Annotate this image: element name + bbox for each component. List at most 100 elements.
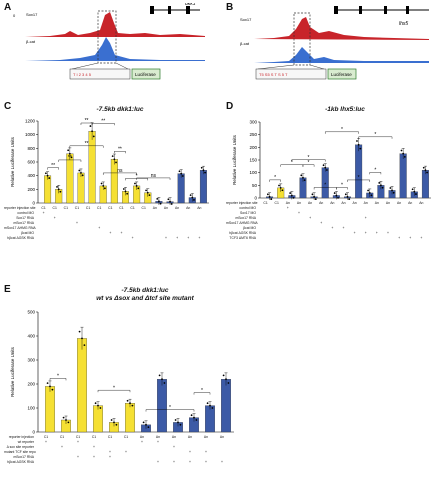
data-point	[102, 185, 105, 187]
track1-label: Sox17	[26, 12, 38, 17]
data-point	[389, 187, 392, 189]
table-cell: +	[375, 231, 378, 235]
gene-label: lhx5	[399, 21, 408, 27]
table-cell: C1	[274, 201, 279, 205]
data-point	[300, 174, 303, 177]
data-point	[62, 416, 65, 419]
table-row: mSox17 ΔHMG RNA +	[226, 221, 427, 226]
gene-exon	[150, 6, 154, 14]
y-tick-label: 100	[27, 406, 35, 411]
sig-label: *	[341, 183, 343, 189]
data-point	[89, 125, 92, 127]
table-cell: C1	[74, 206, 80, 210]
sig-label: **	[51, 163, 55, 169]
y-tick-label: 400	[27, 173, 35, 178]
data-point	[137, 187, 140, 190]
data-point	[289, 192, 292, 194]
chart-c: 0 200 400 600 800 1000 1200 Relative Luciferase…	[10, 118, 209, 205]
data-point	[142, 421, 145, 424]
table-cell: +	[131, 236, 134, 240]
table-cell: +	[109, 231, 112, 235]
sig-label: **	[68, 155, 72, 161]
table-cell: +	[125, 450, 127, 454]
data-point	[346, 195, 349, 198]
data-point	[126, 192, 129, 195]
bar	[77, 172, 85, 204]
y-tick-label: 200	[27, 187, 35, 192]
data-point	[413, 190, 416, 193]
table-cell: +	[386, 231, 389, 235]
bar	[45, 386, 55, 433]
luciferase-label: Luciferase	[135, 72, 156, 77]
y-tick-label: 600	[27, 160, 35, 165]
panel-a-tracks: dkk1 0 Sox17 β-cat T I 2 3 4 5 Luciferas…	[13, 3, 205, 80]
data-point	[104, 187, 106, 190]
table-cell: +	[198, 236, 201, 240]
panel-e-letter: E	[4, 284, 11, 295]
table-cell: C1	[141, 206, 146, 210]
table-row: hβcat ΔGSK RNA + + + + +	[4, 460, 230, 465]
data-point	[131, 404, 134, 407]
data-point	[115, 161, 117, 164]
table-cell: +	[176, 236, 179, 240]
table-row: Sox17 RNA +	[4, 216, 205, 221]
row-label: control MO	[17, 211, 34, 215]
data-point	[403, 155, 406, 158]
data-point	[391, 189, 393, 192]
data-point	[124, 190, 127, 193]
table-cell: +	[331, 226, 334, 230]
row-label: control MO	[239, 206, 256, 210]
y-tick-label: 1200	[25, 119, 36, 124]
table-row: mutant TCF site reporter + + + +	[4, 450, 230, 455]
table-cell: An	[419, 201, 424, 205]
data-point	[111, 155, 114, 158]
data-point	[381, 186, 384, 189]
bar	[44, 175, 52, 204]
row-label: mSox17 RNA	[13, 221, 34, 225]
data-point	[51, 388, 54, 391]
data-point	[266, 193, 269, 196]
data-point	[292, 196, 295, 199]
region-highlight	[97, 10, 117, 64]
data-point	[46, 382, 49, 385]
table-cell: C1	[123, 435, 129, 439]
track1-label: Sox17	[240, 17, 252, 22]
table-cell: +	[45, 440, 47, 444]
data-point	[324, 166, 327, 169]
table-cell: +	[93, 445, 95, 449]
data-point	[78, 169, 81, 172]
table-e: reporter injection C1 C1 C1 C1 C1 C1 An An An An An…	[4, 435, 230, 465]
row-label: reporter injection	[8, 435, 34, 439]
table-cell: An	[171, 435, 177, 439]
data-point	[359, 147, 362, 150]
table-cell: +	[53, 216, 56, 220]
sig-label: *	[113, 385, 115, 391]
table-cell: +	[286, 206, 289, 210]
data-point	[46, 174, 49, 177]
data-point	[314, 198, 317, 200]
sig-label: *	[308, 160, 310, 166]
sig-label: **	[118, 146, 122, 152]
data-point	[402, 152, 405, 155]
table-cell: +	[205, 450, 207, 454]
data-point	[145, 189, 147, 192]
reporter-sites: T5 S5 S T S 5 T	[259, 72, 288, 77]
table-cell: C1	[91, 435, 97, 439]
luciferase-box	[131, 68, 161, 80]
bar	[421, 169, 429, 199]
data-point	[67, 149, 70, 152]
y-tick-label: 0	[254, 196, 257, 201]
table-row: βcat MO + +	[226, 226, 427, 231]
data-point	[378, 182, 381, 184]
data-point	[303, 179, 306, 182]
sig-bracket	[49, 378, 67, 381]
row-label: hβcat ΔGSK RNA	[7, 460, 34, 464]
sig-label: *	[374, 132, 376, 138]
y-axis-label: Relative Luciferase Units	[10, 136, 15, 187]
table-cell: +	[353, 231, 356, 235]
data-point	[392, 191, 395, 194]
data-point	[97, 404, 99, 407]
table-cell: An	[163, 206, 169, 210]
table-cell: +	[157, 440, 159, 444]
data-point	[145, 423, 147, 426]
